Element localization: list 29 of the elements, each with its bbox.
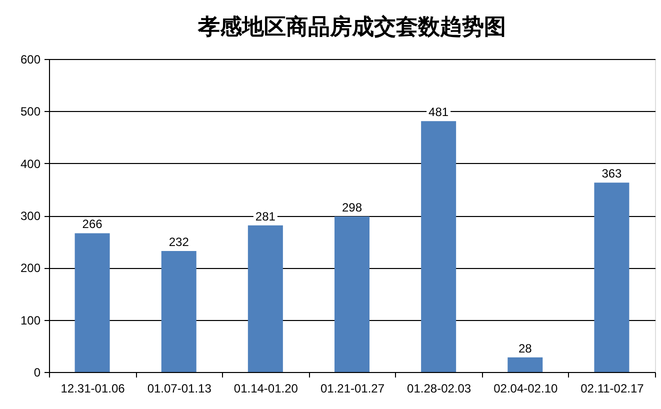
y-tick-label: 200 <box>20 261 41 276</box>
chart-title: 孝感地区商品房成交套数趋势图 <box>197 14 506 40</box>
y-tick-label: 0 <box>34 366 41 380</box>
y-tick-label: 100 <box>20 313 41 328</box>
data-label: 281 <box>255 209 276 224</box>
y-tick-label: 500 <box>20 104 41 119</box>
bar <box>161 250 196 372</box>
x-tick-label: 12.31-01.06 <box>60 382 126 396</box>
bar <box>421 121 456 372</box>
x-tick-label: 02.11-02.17 <box>580 382 644 396</box>
x-tick-label: 02.04-02.10 <box>494 382 558 396</box>
x-tick-label: 01.21-01.27 <box>320 382 385 396</box>
data-label: 266 <box>82 217 103 232</box>
data-label: 363 <box>602 166 622 181</box>
bar <box>334 216 370 372</box>
x-tick-label: 01.07-01.13 <box>147 382 212 396</box>
bar <box>74 233 110 372</box>
y-tick-label: 400 <box>20 156 41 171</box>
x-tick-label: 01.14-01.20 <box>234 382 298 396</box>
data-label: 298 <box>342 200 362 215</box>
y-tick-label: 600 <box>20 52 41 66</box>
bar <box>508 357 543 372</box>
y-tick-label: 300 <box>20 209 41 223</box>
bar <box>594 182 630 372</box>
data-label: 28 <box>518 341 532 356</box>
data-label: 232 <box>168 234 190 249</box>
bar <box>248 225 283 372</box>
x-tick-label: 01.28-02.03 <box>407 382 472 396</box>
data-label: 481 <box>428 105 449 120</box>
